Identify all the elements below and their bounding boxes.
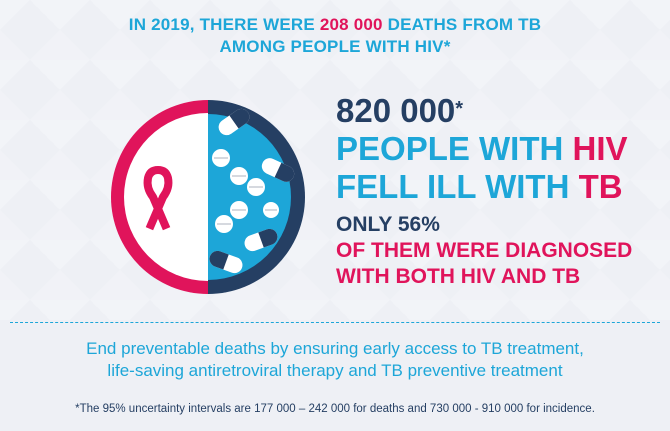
- headline-line1-pre: IN 2019, THERE WERE: [128, 15, 320, 34]
- call-to-action-line-2: life-saving antiretroviral therapy and T…: [107, 361, 563, 380]
- people-with-text: PEOPLE WITH: [336, 130, 573, 167]
- awareness-ribbon-icon: [143, 166, 173, 231]
- stats-block: 820 000* PEOPLE WITH HIV FELL ILL WITH T…: [336, 92, 632, 290]
- pill-tablet-3: [247, 178, 265, 196]
- footnote: *The 95% uncertainty intervals are 177 0…: [75, 403, 595, 415]
- headline-deaths-number: 208 000: [319, 15, 383, 34]
- pill-capsule-3: [244, 228, 278, 252]
- ill-count-value: 820 000: [336, 92, 456, 129]
- pill-capsule-4: [209, 250, 243, 274]
- fell-ill-text: FELL ILL WITH: [336, 168, 579, 205]
- headline-line1-post: DEATHS FROM TB: [382, 15, 542, 34]
- hiv-accent: HIV: [572, 130, 628, 167]
- pill-tablet-4: [230, 201, 248, 219]
- ill-count: 820 000*: [336, 92, 632, 130]
- pill-capsule-1: [218, 108, 250, 136]
- pill-tablet-1: [212, 149, 230, 167]
- headline-line-2: AMONG PEOPLE WITH HIV*: [219, 37, 451, 56]
- diagnosed-line-1: OF THEM WERE DIAGNOSED: [336, 239, 633, 262]
- pill-tablet-5: [215, 215, 233, 233]
- headline: IN 2019, THERE WERE 208 000 DEATHS FROM …: [0, 14, 670, 58]
- fell-ill-line: FELL ILL WITH TB: [336, 168, 632, 206]
- call-to-action: End preventable deaths by ensuring early…: [0, 338, 670, 382]
- hiv-tb-pill-circle-icon: [111, 100, 305, 294]
- background-pattern: [0, 0, 670, 320]
- asterisk-mark: *: [455, 98, 464, 120]
- diagnosed-percent: ONLY 56%: [336, 213, 440, 236]
- dashed-divider: [10, 322, 660, 323]
- people-with-hiv-line: PEOPLE WITH HIV: [336, 130, 632, 168]
- diagnosed-line-2: WITH BOTH HIV AND TB: [336, 265, 581, 288]
- pill-capsule-2: [261, 158, 295, 182]
- tb-accent: TB: [578, 168, 623, 205]
- call-to-action-line-1: End preventable deaths by ensuring early…: [86, 339, 584, 358]
- headline-line-1: IN 2019, THERE WERE 208 000 DEATHS FROM …: [0, 14, 670, 36]
- pill-tablet-6: [263, 202, 279, 218]
- pill-tablet-2: [230, 167, 248, 185]
